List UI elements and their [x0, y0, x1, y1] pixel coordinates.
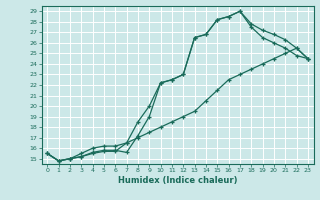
X-axis label: Humidex (Indice chaleur): Humidex (Indice chaleur)	[118, 176, 237, 185]
